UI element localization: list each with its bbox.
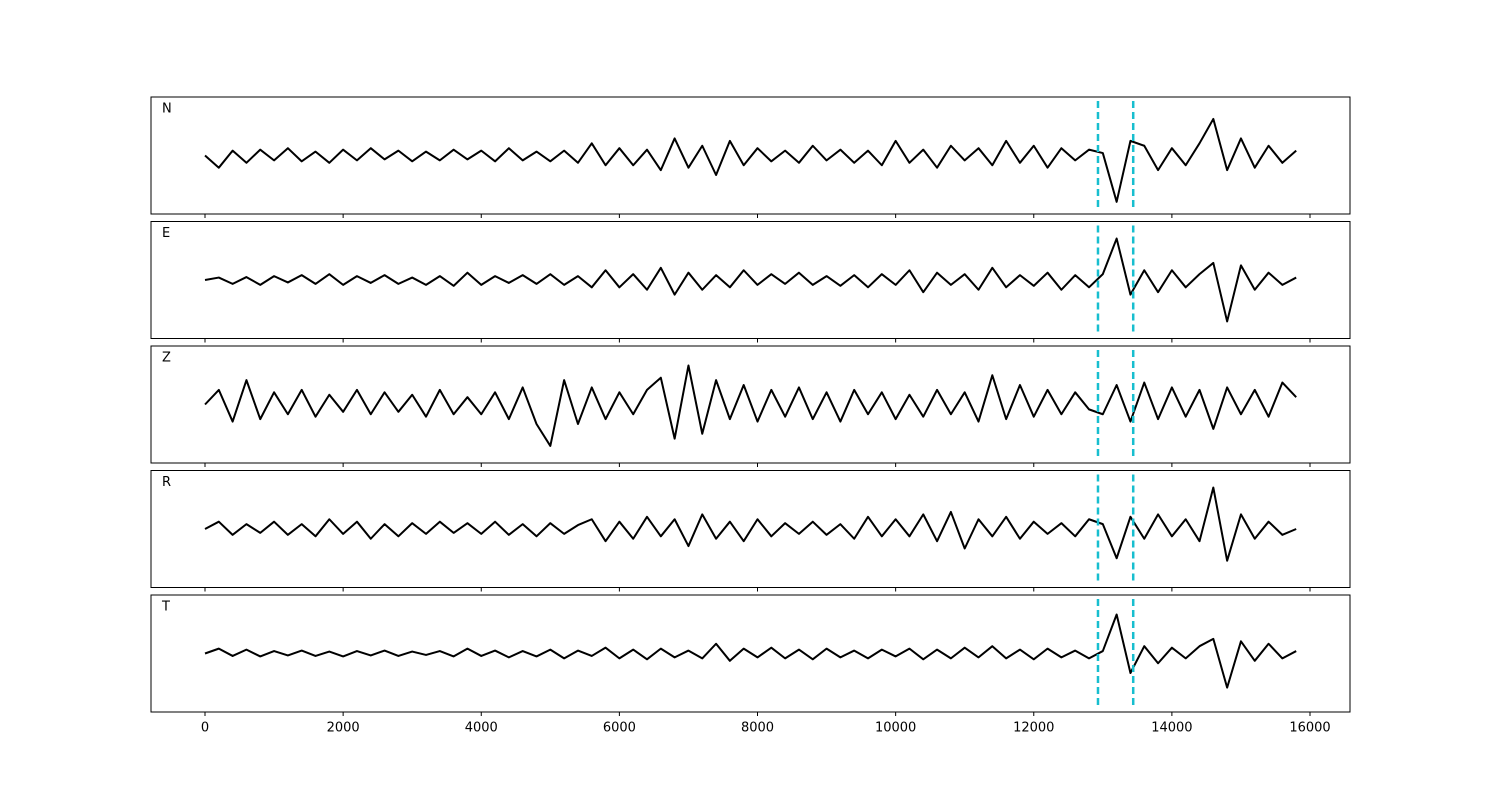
x-tick-label: 6000 (603, 721, 636, 736)
trace (204, 613, 1297, 689)
x-tick-label: 4000 (465, 721, 498, 736)
x-tick-label: 12000 (1013, 721, 1054, 736)
panel-label: T (161, 600, 170, 615)
x-tick-label: 0 (201, 721, 209, 736)
x-tick-label: 10000 (875, 721, 916, 736)
panel-label: Z (162, 351, 171, 366)
panel-frame (150, 221, 1351, 339)
panel-label: R (162, 475, 171, 490)
panel-frame (150, 96, 1351, 215)
trace (204, 117, 1297, 203)
panel-label: E (162, 226, 170, 241)
trace (204, 364, 1297, 447)
trace (204, 237, 1297, 323)
x-tick-label: 2000 (327, 721, 360, 736)
panel-frame (150, 345, 1351, 464)
x-tick-label: 16000 (1289, 721, 1330, 736)
panel-frame (150, 594, 1351, 713)
panel-label: N (162, 102, 172, 117)
x-tick-label: 8000 (741, 721, 774, 736)
panel-frame (150, 470, 1351, 588)
x-tick-label: 14000 (1151, 721, 1192, 736)
trace (204, 486, 1297, 562)
